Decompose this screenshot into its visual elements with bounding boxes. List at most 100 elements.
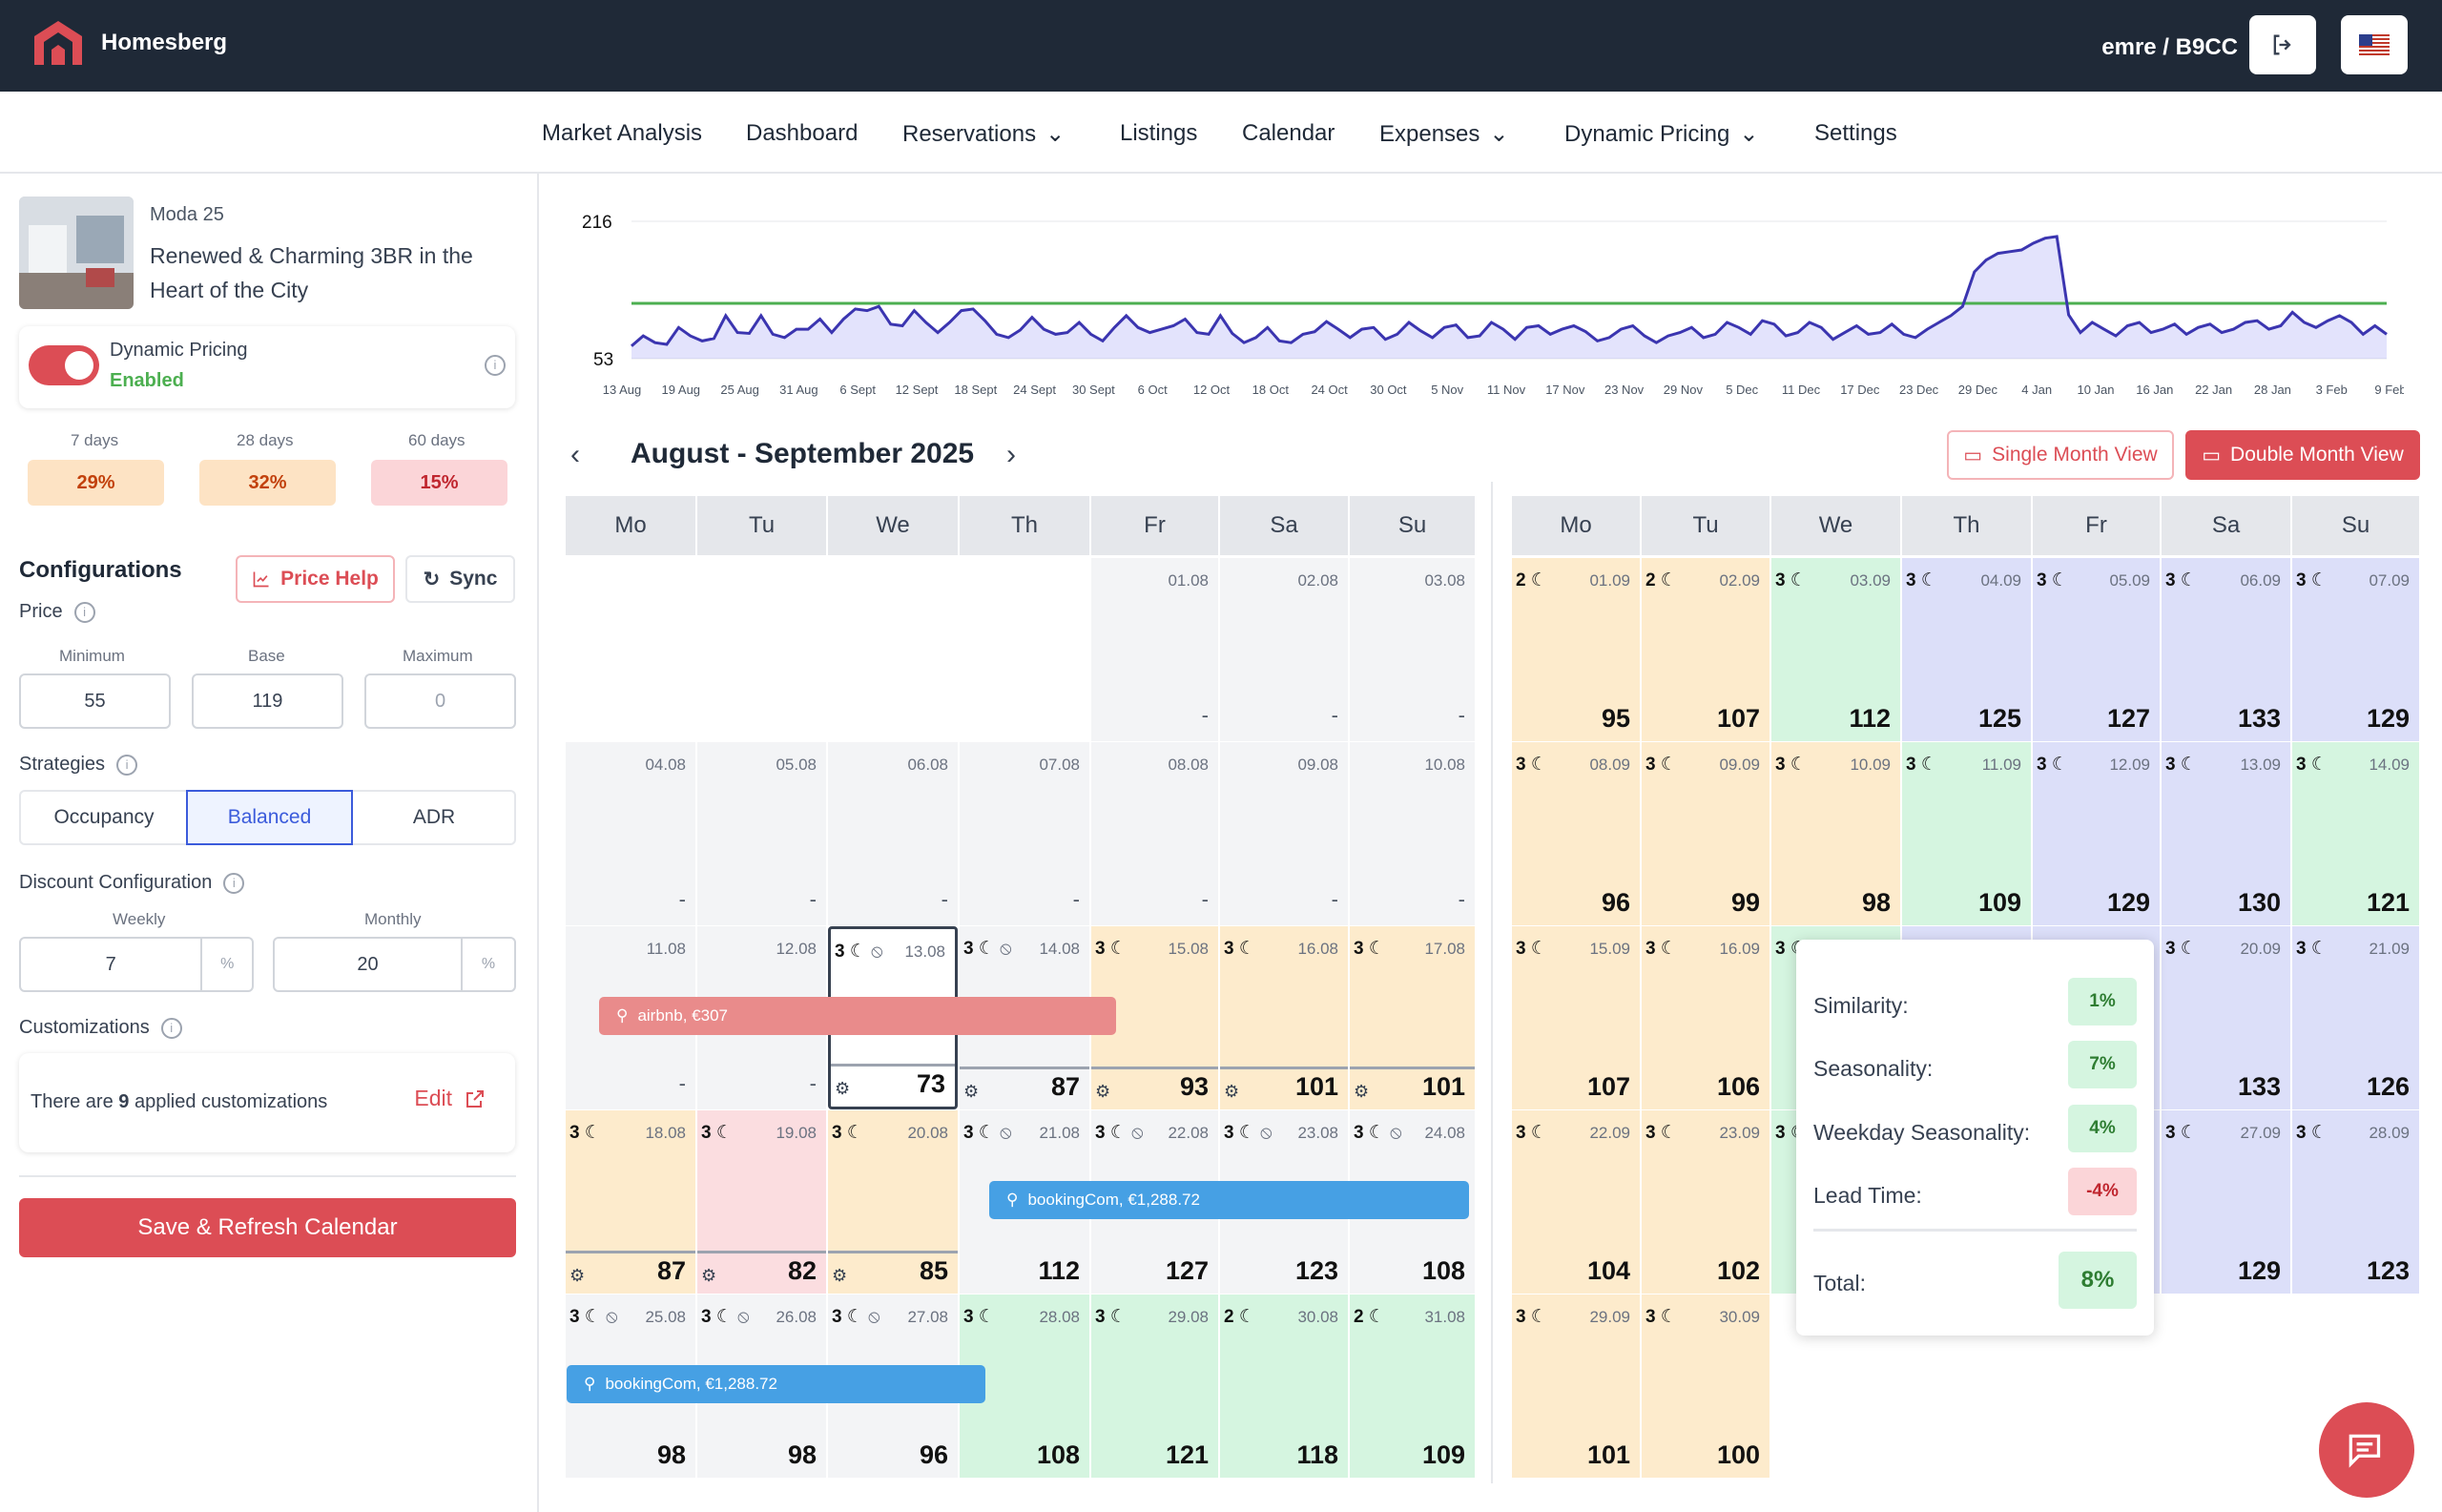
- info-icon[interactable]: i: [116, 754, 138, 776]
- gear-icon[interactable]: ⚙: [963, 1082, 980, 1101]
- info-icon[interactable]: i: [73, 601, 95, 623]
- brand[interactable]: Homesberg: [31, 19, 227, 67]
- language-button[interactable]: [2341, 15, 2408, 74]
- calendar-day[interactable]: 27.09 3 ☾ 129: [2162, 1110, 2290, 1294]
- double-month-view-button[interactable]: ▭ Double Month View: [2185, 430, 2420, 480]
- calendar-day[interactable]: 01.09 2 ☾ 95: [1512, 558, 1640, 741]
- calendar-day[interactable]: 18.08 3 ☾ ⚙ 87: [566, 1110, 695, 1294]
- calendar-day[interactable]: 30.08 2 ☾ 118: [1220, 1295, 1348, 1478]
- booking-bar[interactable]: ⚲ bookingCom, €1,288.72: [567, 1365, 985, 1403]
- calendar-day[interactable]: 07.09 3 ☾ 129: [2292, 558, 2419, 741]
- info-icon[interactable]: i: [160, 1017, 182, 1039]
- gear-icon[interactable]: ⚙: [569, 1266, 586, 1285]
- calendar-day[interactable]: 02.08 -: [1220, 558, 1348, 741]
- calendar-day[interactable]: 07.08 -: [960, 742, 1089, 925]
- calendar-day[interactable]: 04.08 -: [566, 742, 695, 925]
- calendar-day[interactable]: 06.09 3 ☾ 133: [2162, 558, 2290, 741]
- calendar-day[interactable]: 09.08 -: [1220, 742, 1348, 925]
- calendar-day[interactable]: 29.09 3 ☾ 101: [1512, 1295, 1640, 1478]
- chevron-down-icon: ⌄: [1739, 121, 1759, 147]
- day-date: 01.09: [1589, 571, 1630, 590]
- gear-icon[interactable]: ⚙: [1095, 1082, 1111, 1101]
- day-date: 10.09: [1850, 756, 1891, 774]
- info-icon[interactable]: i: [223, 872, 245, 894]
- save-refresh-button[interactable]: Save & Refresh Calendar: [19, 1198, 516, 1257]
- calendar-day[interactable]: 29.08 3 ☾ 121: [1091, 1295, 1218, 1478]
- x-tick-label: 23 Nov: [1604, 383, 1645, 397]
- price-help-button[interactable]: Price Help: [236, 555, 395, 603]
- calendar-day[interactable]: 05.09 3 ☾ 127: [2033, 558, 2160, 741]
- single-month-view-button[interactable]: ▭ Single Month View: [1947, 430, 2174, 480]
- calendar-day[interactable]: 21.09 3 ☾ 126: [2292, 926, 2419, 1109]
- nav-dynamic-pricing[interactable]: Dynamic Pricing ⌄: [1564, 120, 1759, 148]
- calendar-day[interactable]: 08.08 -: [1091, 742, 1218, 925]
- calendar-day[interactable]: 20.09 3 ☾ 133: [2162, 926, 2290, 1109]
- chat-button[interactable]: [2319, 1402, 2414, 1498]
- base-price-input[interactable]: 119: [192, 673, 343, 729]
- nav-reservations[interactable]: Reservations ⌄: [902, 120, 1065, 148]
- edit-customizations-link[interactable]: Edit: [414, 1086, 486, 1111]
- day-date: 17.08: [1424, 940, 1465, 958]
- calendar-day[interactable]: 05.08 -: [697, 742, 826, 925]
- weekly-discount-input[interactable]: 7 %: [19, 937, 254, 992]
- nav-calendar[interactable]: Calendar: [1242, 120, 1335, 147]
- next-month-button[interactable]: ›: [1006, 439, 1016, 470]
- sync-button[interactable]: ↻ Sync: [405, 555, 515, 603]
- calendar-day[interactable]: 12.09 3 ☾ 129: [2033, 742, 2160, 925]
- listing-thumbnail[interactable]: [19, 197, 134, 309]
- logout-button[interactable]: [2249, 15, 2316, 74]
- calendar-day[interactable]: 09.09 3 ☾ 99: [1642, 742, 1769, 925]
- nav-listings[interactable]: Listings: [1120, 120, 1197, 147]
- price-divider: [1350, 1067, 1475, 1069]
- calendar-day[interactable]: 16.09 3 ☾ 106: [1642, 926, 1769, 1109]
- nav-market-analysis[interactable]: Market Analysis: [542, 120, 702, 147]
- gear-icon[interactable]: ⚙: [835, 1079, 851, 1098]
- nav-expenses[interactable]: Expenses ⌄: [1379, 120, 1509, 148]
- calendar-day[interactable]: 06.08 -: [828, 742, 958, 925]
- customizations-label-text: Customizations: [19, 1017, 150, 1038]
- calendar-day[interactable]: 23.09 3 ☾ 102: [1642, 1110, 1769, 1294]
- calendar-day[interactable]: 16.08 3 ☾ ⚙ 101: [1220, 926, 1348, 1109]
- calendar-day[interactable]: 15.09 3 ☾ 107: [1512, 926, 1640, 1109]
- calendar-day[interactable]: 14.09 3 ☾ 121: [2292, 742, 2419, 925]
- nav-dashboard[interactable]: Dashboard: [746, 120, 858, 147]
- calendar-day[interactable]: 19.08 3 ☾ ⚙ 82: [697, 1110, 826, 1294]
- gear-icon[interactable]: ⚙: [832, 1266, 848, 1285]
- max-price-input[interactable]: 0: [364, 673, 516, 729]
- price-divider: [566, 1251, 695, 1253]
- calendar-day[interactable]: 01.08 -: [1091, 558, 1218, 741]
- user-label[interactable]: emre / B9CC: [2101, 34, 2238, 60]
- calendar-day[interactable]: 11.09 3 ☾ 109: [1902, 742, 2031, 925]
- calendar-day[interactable]: 28.09 3 ☾ 123: [2292, 1110, 2419, 1294]
- gear-icon[interactable]: ⚙: [701, 1266, 717, 1285]
- strategy-adr[interactable]: ADR: [412, 806, 456, 828]
- calendar-day[interactable]: 31.08 2 ☾ 109: [1350, 1295, 1475, 1478]
- monthly-discount-input[interactable]: 20 %: [273, 937, 516, 992]
- price-label-text: Price: [19, 601, 63, 622]
- gear-icon[interactable]: ⚙: [1354, 1082, 1370, 1101]
- calendar-day[interactable]: 20.08 3 ☾ ⚙ 85: [828, 1110, 958, 1294]
- booking-bar[interactable]: ⚲ bookingCom, €1,288.72: [989, 1181, 1469, 1219]
- gear-icon[interactable]: ⚙: [1224, 1082, 1240, 1101]
- calendar-day[interactable]: 10.09 3 ☾ 98: [1771, 742, 1900, 925]
- booking-bar[interactable]: ⚲ airbnb, €307: [599, 997, 1116, 1035]
- calendar-day[interactable]: 17.08 3 ☾ ⚙ 101: [1350, 926, 1475, 1109]
- calendar-day[interactable]: 04.09 3 ☾ 125: [1902, 558, 2031, 741]
- info-icon[interactable]: i: [485, 355, 506, 376]
- strategy-occupancy[interactable]: Occupancy: [53, 806, 155, 828]
- calendar-day[interactable]: 13.09 3 ☾ 130: [2162, 742, 2290, 925]
- calendar-day[interactable]: 03.09 3 ☾ 112: [1771, 558, 1900, 741]
- min-price-input[interactable]: 55: [19, 673, 171, 729]
- prev-month-button[interactable]: ‹: [570, 439, 580, 470]
- strategy-balanced[interactable]: Balanced: [186, 790, 353, 845]
- dynamic-pricing-toggle[interactable]: [29, 345, 99, 385]
- calendar-day[interactable]: 03.08 -: [1350, 558, 1475, 741]
- calendar-day[interactable]: 10.08 -: [1350, 742, 1475, 925]
- day-price: -: [809, 887, 817, 911]
- calendar-day[interactable]: 22.09 3 ☾ 104: [1512, 1110, 1640, 1294]
- calendar-day[interactable]: 30.09 3 ☾ 100: [1642, 1295, 1769, 1478]
- moon-icon: ☾: [1233, 1307, 1255, 1327]
- nav-settings[interactable]: Settings: [1814, 120, 1897, 147]
- calendar-day[interactable]: 08.09 3 ☾ 96: [1512, 742, 1640, 925]
- calendar-day[interactable]: 02.09 2 ☾ 107: [1642, 558, 1769, 741]
